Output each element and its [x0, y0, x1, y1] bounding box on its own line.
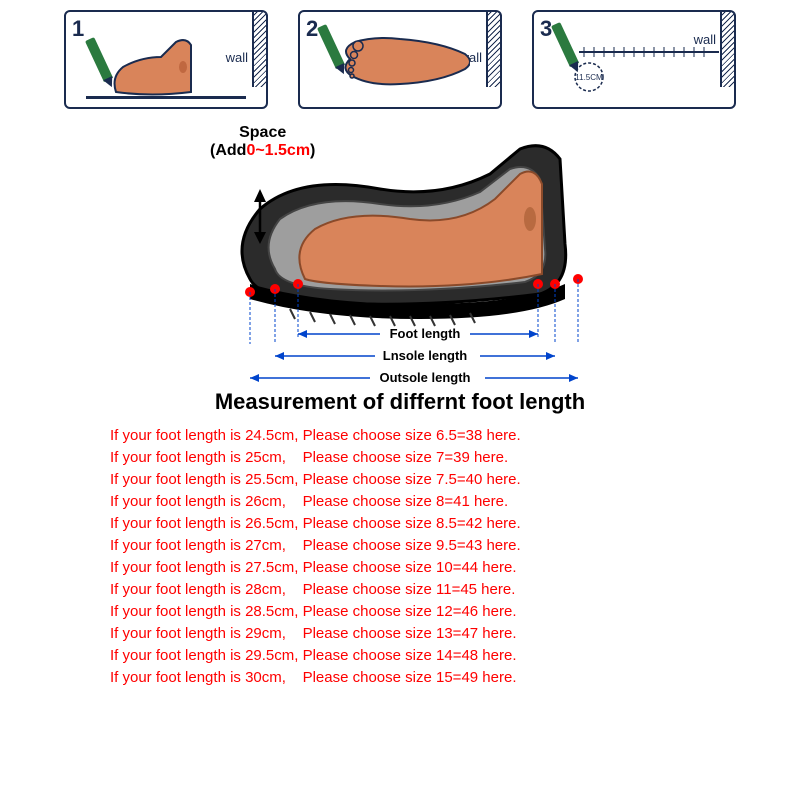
step-1-box: 1 wall [64, 10, 268, 109]
step-3-box: 3 wall 11.5CM [532, 10, 736, 109]
infographic-root: 1 wall 2 wall [0, 0, 800, 800]
svg-text:Outsole length: Outsole length [380, 370, 471, 385]
size-guide-list: If your foot length is 24.5cm, Please ch… [110, 425, 690, 689]
wall-hatch-icon [486, 12, 500, 87]
size-row: If your foot length is 30cm, Please choo… [110, 667, 690, 689]
size-row: If your foot length is 25cm, Please choo… [110, 447, 690, 469]
size-row: If your foot length is 27cm, Please choo… [110, 535, 690, 557]
foot-side-icon [111, 37, 221, 97]
size-row: If your foot length is 29cm, Please choo… [110, 623, 690, 645]
step-1-wall-label: wall [226, 50, 248, 65]
steps-row: 1 wall 2 wall [0, 0, 800, 114]
step-1-number: 1 [72, 16, 84, 42]
pencil-icon [85, 37, 113, 82]
ruler-measurement-label: 11.5CM [575, 73, 603, 82]
dimension-arrows: Foot length Lnsole length Outsole length [215, 324, 655, 394]
foot-top-icon [340, 34, 460, 89]
size-row: If your foot length is 29.5cm, Please ch… [110, 645, 690, 667]
size-row: If your foot length is 28cm, Please choo… [110, 579, 690, 601]
ruler-icon: 11.5CM [564, 32, 719, 92]
svg-text:Lnsole length: Lnsole length [383, 348, 468, 363]
step-2-box: 2 wall [298, 10, 502, 109]
size-row: If your foot length is 28.5cm, Please ch… [110, 601, 690, 623]
size-row: If your foot length is 27.5cm, Please ch… [110, 557, 690, 579]
size-row: If your foot length is 26cm, Please choo… [110, 491, 690, 513]
size-row: If your foot length is 24.5cm, Please ch… [110, 425, 690, 447]
shoe-cross-section-icon [220, 144, 640, 344]
size-row: If your foot length is 25.5cm, Please ch… [110, 469, 690, 491]
svg-text:Foot length: Foot length [390, 326, 461, 341]
wall-hatch-icon [252, 12, 266, 87]
shoe-diagram: Space (Add0~1.5cm) [100, 124, 700, 384]
size-row: If your foot length is 26.5cm, Please ch… [110, 513, 690, 535]
step-3-number: 3 [540, 16, 552, 42]
